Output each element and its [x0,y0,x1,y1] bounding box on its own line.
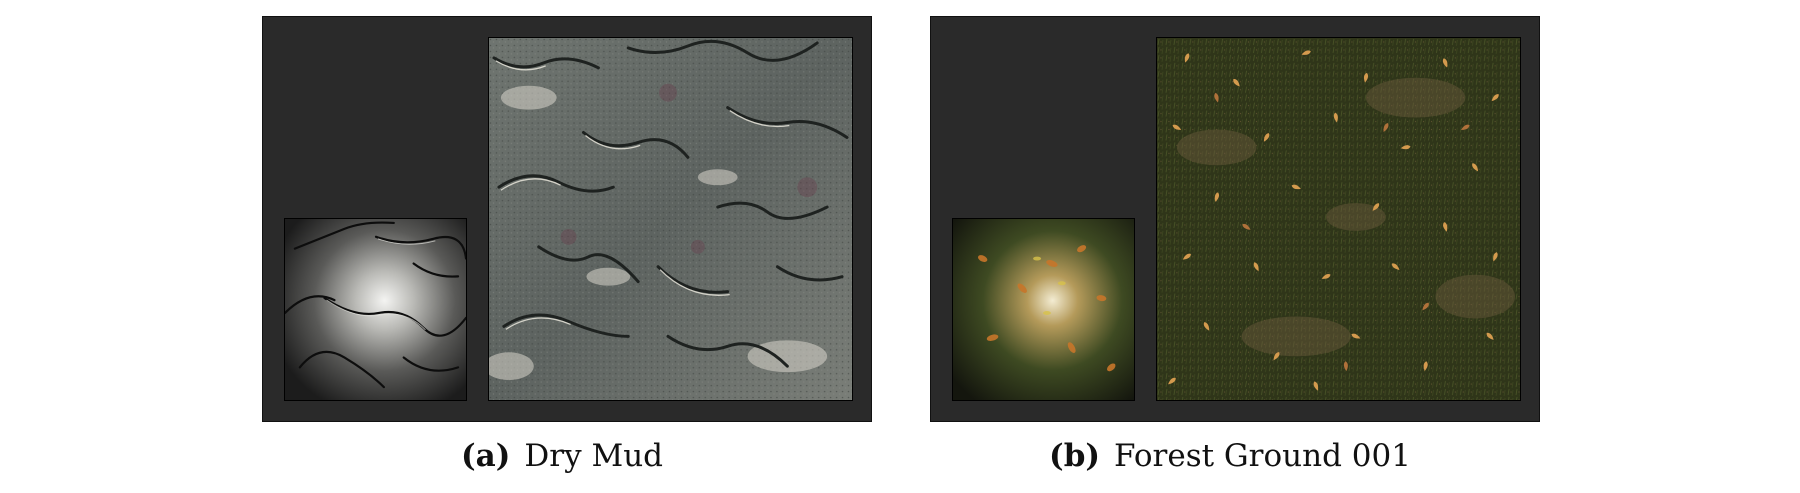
forest-ground-texture [1156,37,1521,401]
caption-title: Forest Ground 001 [1114,438,1411,474]
figure-caption-a: (a) Dry Mud [461,438,663,474]
figure-panel-a [262,16,872,422]
dry-mud-texture [488,37,853,401]
dry-mud-sphere-render [284,218,467,401]
caption-label: (b) [1049,438,1101,474]
figure-panel-b [930,16,1540,422]
forest-ground-sphere-render [952,218,1135,401]
figure-caption-b: (b) Forest Ground 001 [1049,438,1411,474]
caption-title: Dry Mud [524,438,664,474]
caption-label: (a) [460,438,511,474]
